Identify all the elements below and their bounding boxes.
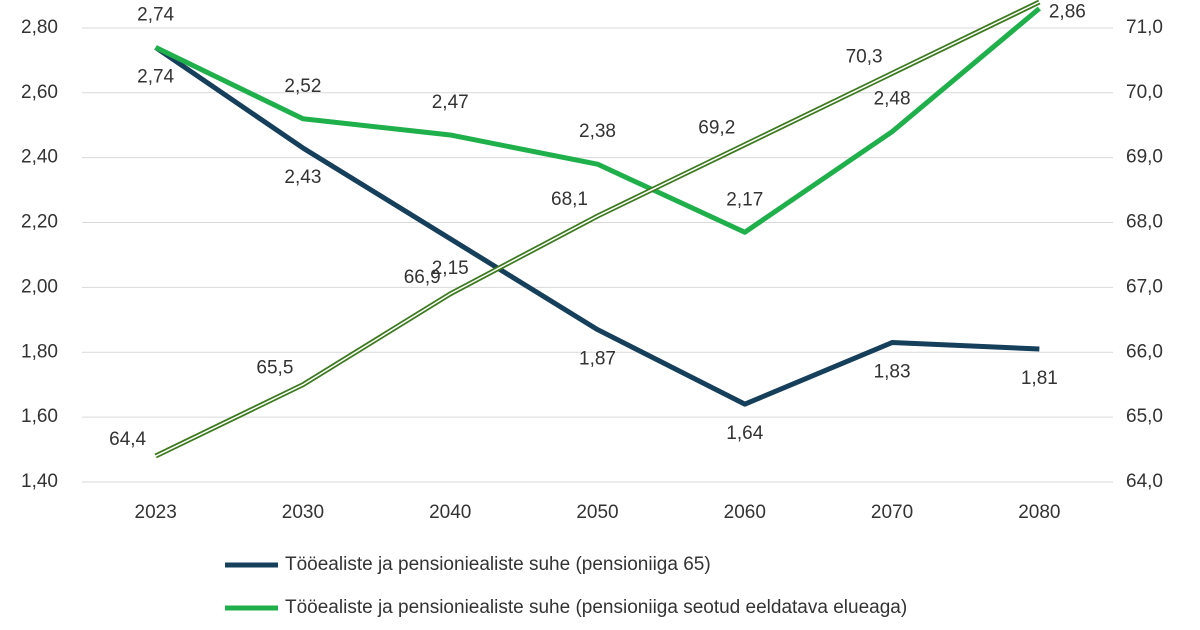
data-label: 2,17 xyxy=(726,189,763,210)
data-label: 2,47 xyxy=(432,92,469,113)
data-label: 64,4 xyxy=(109,429,146,450)
y-tick-label: 2,00 xyxy=(21,276,58,297)
y2-tick-label: 71,0 xyxy=(1126,17,1163,38)
data-label: 2,52 xyxy=(284,76,321,97)
series-line-inner xyxy=(155,1,1040,457)
y2-tick-label: 65,0 xyxy=(1126,406,1163,427)
data-label: 2,74 xyxy=(137,4,174,25)
data-label: 2,43 xyxy=(284,167,321,188)
y2-tick-label: 70,0 xyxy=(1126,82,1163,103)
data-label: 2,86 xyxy=(1049,2,1086,23)
series-line xyxy=(154,45,1040,407)
data-label: 70,3 xyxy=(846,46,883,67)
y2-tick-label: 68,0 xyxy=(1126,212,1163,233)
legend-label: Tööealiste ja pensioniealiste suhe (pens… xyxy=(285,597,907,618)
y-tick-label: 1,80 xyxy=(21,341,58,362)
data-label: 2,15 xyxy=(432,258,469,279)
data-label: 1,83 xyxy=(874,362,911,383)
y-tick-label: 2,80 xyxy=(21,17,58,38)
y2-tick-label: 69,0 xyxy=(1126,147,1163,168)
data-label: 1,81 xyxy=(1021,368,1058,389)
data-label: 66,9 xyxy=(404,267,441,288)
data-label: 1,64 xyxy=(726,423,763,444)
y2-tick-label: 64,0 xyxy=(1126,471,1163,492)
y-tick-label: 2,40 xyxy=(21,147,58,168)
series-line xyxy=(154,6,1041,235)
x-tick-label: 2080 xyxy=(1018,502,1060,523)
x-tick-label: 2023 xyxy=(135,502,177,523)
data-label: 1,87 xyxy=(579,349,616,370)
y-tick-label: 2,20 xyxy=(21,212,58,233)
y2-tick-label: 66,0 xyxy=(1126,341,1163,362)
x-tick-label: 2050 xyxy=(576,502,618,523)
x-tick-label: 2070 xyxy=(871,502,913,523)
y-tick-label: 2,60 xyxy=(21,82,58,103)
x-tick-label: 2040 xyxy=(429,502,471,523)
series-line xyxy=(154,0,1041,459)
data-label: 68,1 xyxy=(551,189,588,210)
legend-label: Tööealiste ja pensioniealiste suhe (pens… xyxy=(285,554,711,575)
data-label: 65,5 xyxy=(256,358,293,379)
x-tick-label: 2060 xyxy=(724,502,766,523)
y2-tick-label: 67,0 xyxy=(1126,276,1163,297)
data-label: 69,2 xyxy=(698,118,735,139)
y-tick-label: 1,40 xyxy=(21,471,58,492)
y-tick-label: 1,60 xyxy=(21,406,58,427)
data-label: 2,48 xyxy=(874,89,911,110)
x-tick-label: 2030 xyxy=(282,502,324,523)
data-label: 2,74 xyxy=(137,66,174,87)
data-label: 2,38 xyxy=(579,121,616,142)
